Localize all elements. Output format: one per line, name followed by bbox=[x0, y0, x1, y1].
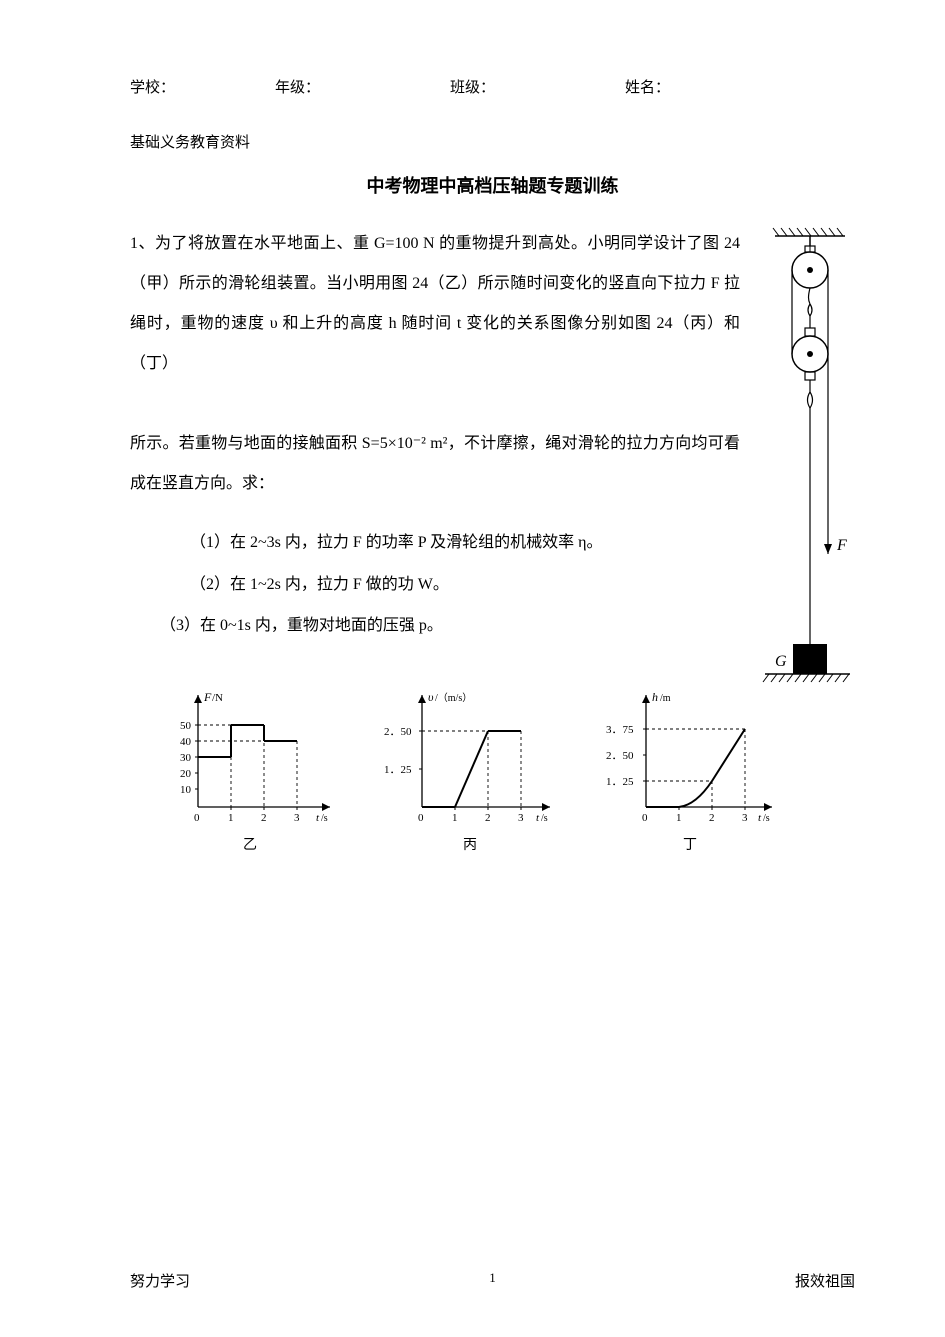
svg-text:F: F bbox=[203, 690, 212, 704]
school-field: 学校： bbox=[130, 76, 265, 97]
svg-text:2: 2 bbox=[709, 812, 715, 824]
questions: （1）在 2~3s 内，拉力 F 的功率 P 及滑轮组的机械效率 η。 （2）在… bbox=[130, 522, 740, 647]
svg-text:1: 1 bbox=[676, 812, 682, 824]
svg-text:1．25: 1．25 bbox=[384, 764, 412, 776]
svg-text:2: 2 bbox=[261, 812, 267, 824]
problem-block: 1、为了将放置在水平地面上、重 G=100 N 的重物提升到高处。小明同学设计了… bbox=[130, 224, 855, 647]
page: 学校： 年级： 班级： 姓名： 基础义务教育资料 中考物理中高档压轴题专题训练 … bbox=[0, 0, 945, 1337]
svg-text:2．50: 2．50 bbox=[606, 750, 634, 762]
svg-text:30: 30 bbox=[180, 752, 192, 764]
class-blank bbox=[495, 76, 615, 97]
svg-text:3: 3 bbox=[518, 812, 524, 824]
svg-text:t: t bbox=[316, 812, 320, 824]
class-field: 班级： bbox=[450, 76, 615, 97]
chart-force-caption: 乙 bbox=[160, 834, 340, 854]
grade-field: 年级： bbox=[275, 76, 440, 97]
svg-text:40: 40 bbox=[180, 736, 192, 748]
question-1: （1）在 2~3s 内，拉力 F 的功率 P 及滑轮组的机械效率 η。 bbox=[130, 522, 740, 564]
svg-text:/s: /s bbox=[763, 813, 770, 824]
svg-text:h: h bbox=[652, 690, 658, 704]
question-2: （2）在 1~2s 内，拉力 F 做的功 W。 bbox=[130, 564, 740, 606]
svg-text:0: 0 bbox=[194, 812, 200, 824]
svg-text:20: 20 bbox=[180, 768, 192, 780]
page-footer: 努力学习 1 报效祖国 bbox=[130, 1270, 855, 1291]
chart-height-caption: 丁 bbox=[600, 834, 780, 854]
chart-velocity: υ /（m/s） t /s 1．25 2．50 0 1 2 3 bbox=[380, 687, 560, 854]
force-label: F bbox=[836, 537, 847, 554]
charts-row: 10 20 30 40 50 0 1 2 3 F /N t /s bbox=[160, 687, 855, 854]
pulley-diagram: F G bbox=[745, 224, 855, 704]
school-label: 学校： bbox=[130, 76, 175, 97]
svg-text:/m: /m bbox=[660, 693, 671, 704]
name-label: 姓名： bbox=[625, 76, 670, 97]
footer-left: 努力学习 bbox=[130, 1270, 190, 1291]
svg-text:1．25: 1．25 bbox=[606, 776, 634, 788]
chart-force: 10 20 30 40 50 0 1 2 3 F /N t /s bbox=[160, 687, 340, 854]
svg-text:/N: /N bbox=[212, 692, 223, 704]
svg-text:2．50: 2．50 bbox=[384, 726, 412, 738]
question-3: （3）在 0~1s 内，重物对地面的压强 p。 bbox=[130, 605, 740, 647]
problem-p2: 所示。若重物与地面的接触面积 S=5×10⁻² m²，不计摩擦，绳对滑轮的拉力方… bbox=[130, 435, 740, 492]
svg-text:/（m/s）: /（m/s） bbox=[435, 692, 472, 704]
svg-text:0: 0 bbox=[418, 812, 424, 824]
problem-text: 1、为了将放置在水平地面上、重 G=100 N 的重物提升到高处。小明同学设计了… bbox=[130, 224, 740, 504]
svg-text:t: t bbox=[758, 812, 762, 824]
svg-text:υ: υ bbox=[428, 690, 434, 704]
svg-text:3: 3 bbox=[294, 812, 300, 824]
svg-text:1: 1 bbox=[228, 812, 234, 824]
footer-page-number: 1 bbox=[489, 1270, 496, 1286]
grade-blank bbox=[320, 76, 440, 97]
svg-text:3．75: 3．75 bbox=[606, 724, 634, 736]
header-fields: 学校： 年级： 班级： 姓名： bbox=[130, 76, 855, 97]
sub-head: 基础义务教育资料 bbox=[130, 131, 855, 152]
chart-height: h /m t /s 1．25 2．50 3．75 0 1 2 3 bbox=[600, 687, 780, 854]
svg-text:/s: /s bbox=[321, 813, 328, 824]
svg-text:10: 10 bbox=[180, 784, 192, 796]
svg-text:2: 2 bbox=[485, 812, 491, 824]
problem-p1: 1、为了将放置在水平地面上、重 G=100 N 的重物提升到高处。小明同学设计了… bbox=[130, 235, 740, 372]
name-field: 姓名： bbox=[625, 76, 670, 97]
grade-label: 年级： bbox=[275, 76, 320, 97]
svg-text:/s: /s bbox=[541, 813, 548, 824]
svg-text:50: 50 bbox=[180, 720, 192, 732]
svg-text:3: 3 bbox=[742, 812, 748, 824]
class-label: 班级： bbox=[450, 76, 495, 97]
footer-right: 报效祖国 bbox=[795, 1270, 855, 1291]
school-blank bbox=[175, 76, 265, 97]
svg-text:0: 0 bbox=[642, 812, 648, 824]
page-title: 中考物理中高档压轴题专题训练 bbox=[130, 172, 855, 198]
svg-text:1: 1 bbox=[452, 812, 458, 824]
svg-text:t: t bbox=[536, 812, 540, 824]
weight-label: G bbox=[775, 653, 787, 670]
chart-velocity-caption: 丙 bbox=[380, 834, 560, 854]
